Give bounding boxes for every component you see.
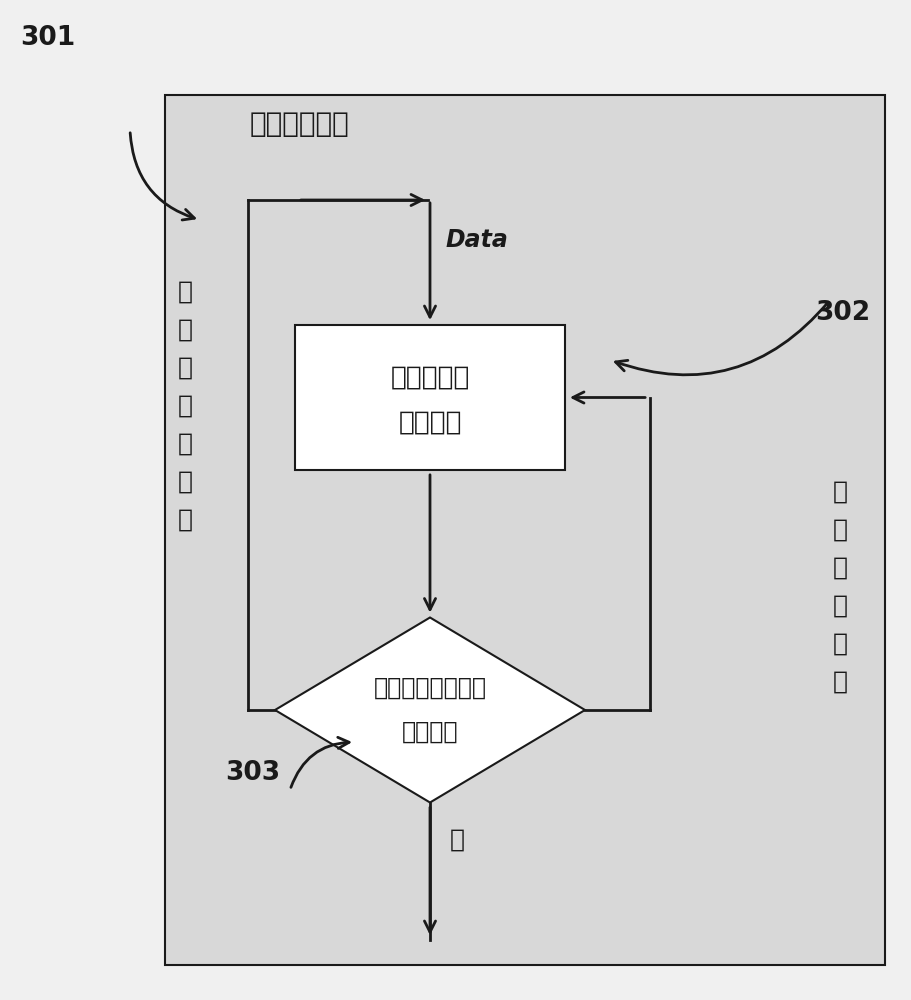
Text: 据: 据 <box>178 508 192 532</box>
Text: 新: 新 <box>178 432 192 456</box>
Text: 301: 301 <box>20 25 76 51</box>
Polygon shape <box>275 617 585 802</box>
Text: ，: ， <box>833 518 847 542</box>
Text: Data: Data <box>445 228 507 252</box>
Text: 否: 否 <box>833 480 847 504</box>
Text: 有: 有 <box>178 394 192 418</box>
Text: 收到攻击: 收到攻击 <box>402 720 458 744</box>
Text: 断的数据: 断的数据 <box>398 410 462 436</box>
FancyBboxPatch shape <box>165 95 885 965</box>
Text: 接收需要判: 接收需要判 <box>390 364 470 390</box>
Text: 利用函数判断是否: 利用函数判断是否 <box>374 676 486 700</box>
Text: 数: 数 <box>833 632 847 656</box>
Text: 干扰攻击判断: 干扰攻击判断 <box>250 110 350 138</box>
Text: 302: 302 <box>814 300 870 326</box>
Text: 新: 新 <box>833 594 847 618</box>
FancyBboxPatch shape <box>295 325 565 470</box>
Text: 否: 否 <box>178 280 192 304</box>
Text: 没: 没 <box>178 356 192 380</box>
Text: ，: ， <box>178 318 192 342</box>
Text: 303: 303 <box>225 760 280 786</box>
FancyArrowPatch shape <box>130 133 194 220</box>
Text: 据: 据 <box>833 670 847 694</box>
FancyArrowPatch shape <box>616 302 828 375</box>
Text: 数: 数 <box>178 470 192 494</box>
Text: 是: 是 <box>450 828 465 852</box>
Text: 有: 有 <box>833 556 847 580</box>
FancyArrowPatch shape <box>291 737 349 787</box>
